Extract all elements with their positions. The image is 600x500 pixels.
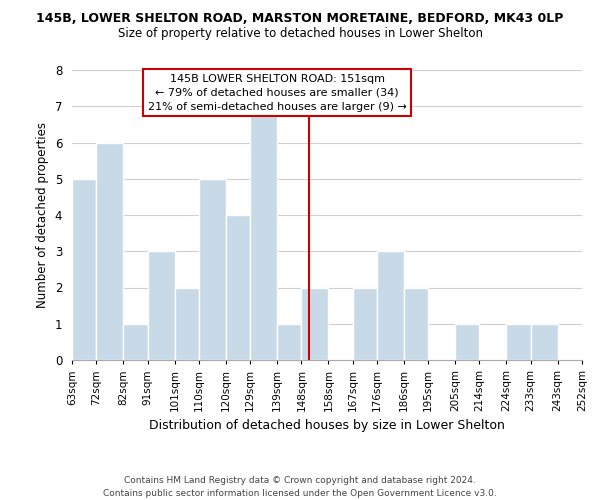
Text: 145B, LOWER SHELTON ROAD, MARSTON MORETAINE, BEDFORD, MK43 0LP: 145B, LOWER SHELTON ROAD, MARSTON MORETA… (37, 12, 563, 26)
Bar (226, 215, 250, 360)
Bar (96, 142, 123, 360)
Text: 145B LOWER SHELTON ROAD: 151sqm
← 79% of detached houses are smaller (34)
21% of: 145B LOWER SHELTON ROAD: 151sqm ← 79% of… (148, 74, 407, 112)
Bar (277, 324, 301, 360)
Bar (199, 179, 226, 360)
Y-axis label: Number of detached properties: Number of detached properties (36, 122, 49, 308)
Bar (123, 324, 148, 360)
Text: Size of property relative to detached houses in Lower Shelton: Size of property relative to detached ho… (118, 28, 482, 40)
Bar (582, 324, 600, 360)
Bar (506, 324, 531, 360)
Bar (148, 251, 175, 360)
Bar (353, 288, 377, 360)
Bar (72, 179, 96, 360)
Bar (250, 106, 277, 360)
Bar (531, 324, 558, 360)
Bar (377, 251, 404, 360)
Bar (455, 324, 479, 360)
Bar (404, 288, 428, 360)
Bar (301, 288, 328, 360)
Bar (175, 288, 199, 360)
Text: Contains HM Land Registry data © Crown copyright and database right 2024.
Contai: Contains HM Land Registry data © Crown c… (103, 476, 497, 498)
X-axis label: Distribution of detached houses by size in Lower Shelton: Distribution of detached houses by size … (149, 420, 505, 432)
